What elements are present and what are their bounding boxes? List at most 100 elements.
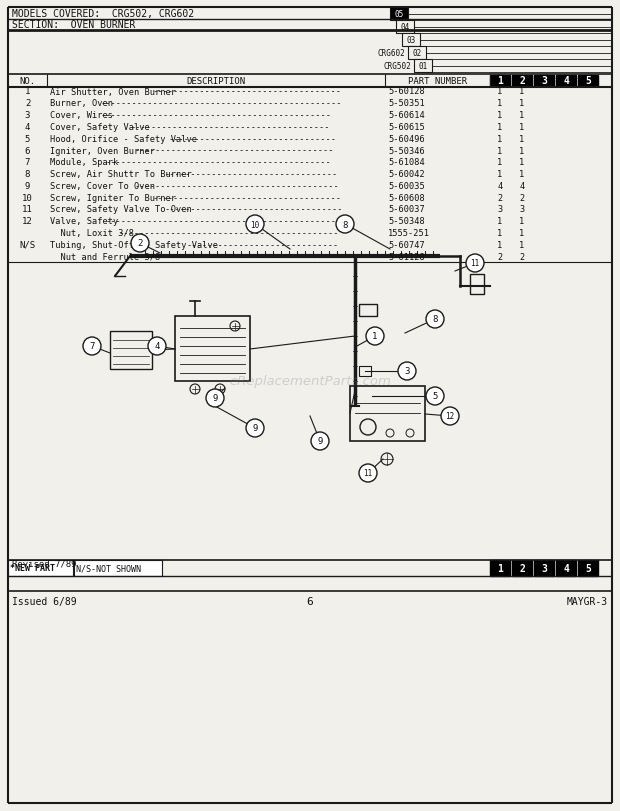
Text: CRG602: CRG602 <box>377 49 405 58</box>
Text: 1: 1 <box>520 158 525 167</box>
Text: 6: 6 <box>307 596 313 607</box>
Circle shape <box>426 388 444 406</box>
FancyBboxPatch shape <box>359 367 371 376</box>
FancyBboxPatch shape <box>175 316 250 381</box>
Text: Igniter, Oven Burner: Igniter, Oven Burner <box>50 146 155 156</box>
Text: 10: 10 <box>250 221 260 230</box>
Text: 7: 7 <box>89 342 95 351</box>
Text: 1: 1 <box>497 217 503 226</box>
Text: 2: 2 <box>520 194 525 203</box>
Text: 3: 3 <box>497 205 503 214</box>
Text: 5-60035: 5-60035 <box>388 182 425 191</box>
Text: 8: 8 <box>25 169 30 179</box>
Text: 1: 1 <box>497 241 503 250</box>
Circle shape <box>83 337 101 355</box>
Text: 12: 12 <box>22 217 33 226</box>
Text: 1: 1 <box>520 146 525 156</box>
Text: 1: 1 <box>520 99 525 108</box>
Text: 5: 5 <box>585 564 591 573</box>
Text: 8: 8 <box>432 315 438 324</box>
Text: 5: 5 <box>432 392 438 401</box>
Text: 1: 1 <box>497 229 503 238</box>
Text: 5-60496: 5-60496 <box>388 135 425 144</box>
Text: --------------------------------------------: ----------------------------------------… <box>101 111 332 120</box>
Text: 5-50348: 5-50348 <box>388 217 425 226</box>
Text: DESCRIPTION: DESCRIPTION <box>187 77 246 86</box>
Text: ------------------------------------: ------------------------------------ <box>152 194 341 203</box>
Text: Issued 6/89: Issued 6/89 <box>12 596 77 607</box>
Text: PART NUMBER: PART NUMBER <box>408 77 467 86</box>
Text: MODELS COVERED:  CRG502, CRG602: MODELS COVERED: CRG502, CRG602 <box>12 9 194 19</box>
Text: SECTION:  OVEN BURNER: SECTION: OVEN BURNER <box>12 20 135 30</box>
Text: 1: 1 <box>497 135 503 144</box>
Circle shape <box>246 419 264 437</box>
Text: 11: 11 <box>471 260 480 268</box>
Text: Screw, Safety Valve To Oven: Screw, Safety Valve To Oven <box>50 205 192 214</box>
Text: 2: 2 <box>519 564 525 573</box>
Text: 5-60614: 5-60614 <box>388 111 425 120</box>
Text: Screw, Air Shuttr To Burner: Screw, Air Shuttr To Burner <box>50 169 192 179</box>
Text: 2: 2 <box>25 99 30 108</box>
Text: ---------------------------------------: --------------------------------------- <box>135 182 340 191</box>
Text: --------------------------------------------: ----------------------------------------… <box>105 217 336 226</box>
Text: ----------------------------------------------: ----------------------------------------… <box>101 99 342 108</box>
Text: 1: 1 <box>497 122 503 131</box>
Text: 1: 1 <box>520 229 525 238</box>
Text: 5-61084: 5-61084 <box>388 158 425 167</box>
Text: 12: 12 <box>445 412 454 421</box>
Text: Tubing, Shut-Off to Safety Valve: Tubing, Shut-Off to Safety Valve <box>50 241 218 250</box>
Circle shape <box>206 389 224 407</box>
Text: --------------------------------: -------------------------------- <box>169 135 337 144</box>
Circle shape <box>441 407 459 426</box>
Text: 5-60042: 5-60042 <box>388 169 425 179</box>
Text: 11: 11 <box>363 469 373 478</box>
Circle shape <box>466 255 484 272</box>
Text: 1: 1 <box>497 146 503 156</box>
Text: ------------------------------------------: ----------------------------------------… <box>118 229 339 238</box>
Text: 1: 1 <box>25 88 30 97</box>
Text: eReplacementParts.com: eReplacementParts.com <box>229 375 391 388</box>
FancyBboxPatch shape <box>470 275 484 294</box>
Text: 5-60747: 5-60747 <box>388 241 425 250</box>
Text: 2: 2 <box>497 252 503 261</box>
Circle shape <box>426 311 444 328</box>
Text: CRG502: CRG502 <box>383 62 411 71</box>
Text: 5-50346: 5-50346 <box>388 146 425 156</box>
Text: -----------------------------: ----------------------------- <box>186 241 339 250</box>
Text: 2: 2 <box>519 76 525 87</box>
Text: 05: 05 <box>394 10 404 19</box>
Text: Revised 7/89: Revised 7/89 <box>12 559 76 568</box>
Text: 4: 4 <box>25 122 30 131</box>
Text: 02: 02 <box>412 49 422 58</box>
Text: 5-50351: 5-50351 <box>388 99 425 108</box>
Circle shape <box>246 216 264 234</box>
Text: Air Shutter, Oven Burner: Air Shutter, Oven Burner <box>50 88 176 97</box>
FancyBboxPatch shape <box>350 387 425 441</box>
FancyBboxPatch shape <box>556 76 576 87</box>
Text: 5-60615: 5-60615 <box>388 122 425 131</box>
Circle shape <box>148 337 166 355</box>
Text: 10: 10 <box>22 194 33 203</box>
FancyBboxPatch shape <box>490 76 510 87</box>
Text: 4: 4 <box>563 564 569 573</box>
Text: Nut, Loxit 3/8: Nut, Loxit 3/8 <box>50 229 134 238</box>
Text: 1: 1 <box>520 217 525 226</box>
Text: 2: 2 <box>137 239 143 248</box>
Text: Hood, Orifice - Safety Valve: Hood, Orifice - Safety Valve <box>50 135 197 144</box>
FancyBboxPatch shape <box>396 21 414 34</box>
Text: 1: 1 <box>520 88 525 97</box>
Text: 1: 1 <box>373 332 378 341</box>
Text: Nut and Ferrule 3/8: Nut and Ferrule 3/8 <box>50 252 160 261</box>
Text: 04: 04 <box>401 23 410 32</box>
FancyBboxPatch shape <box>512 76 532 87</box>
FancyBboxPatch shape <box>408 47 426 60</box>
Text: 1: 1 <box>520 135 525 144</box>
Text: 5: 5 <box>585 76 591 87</box>
Text: N/S-NOT SHOWN: N/S-NOT SHOWN <box>76 564 141 573</box>
FancyBboxPatch shape <box>74 560 162 577</box>
Text: Burner, Oven: Burner, Oven <box>50 99 113 108</box>
Text: 9: 9 <box>25 182 30 191</box>
Text: 6: 6 <box>25 146 30 156</box>
FancyBboxPatch shape <box>578 76 598 87</box>
FancyBboxPatch shape <box>110 332 152 370</box>
